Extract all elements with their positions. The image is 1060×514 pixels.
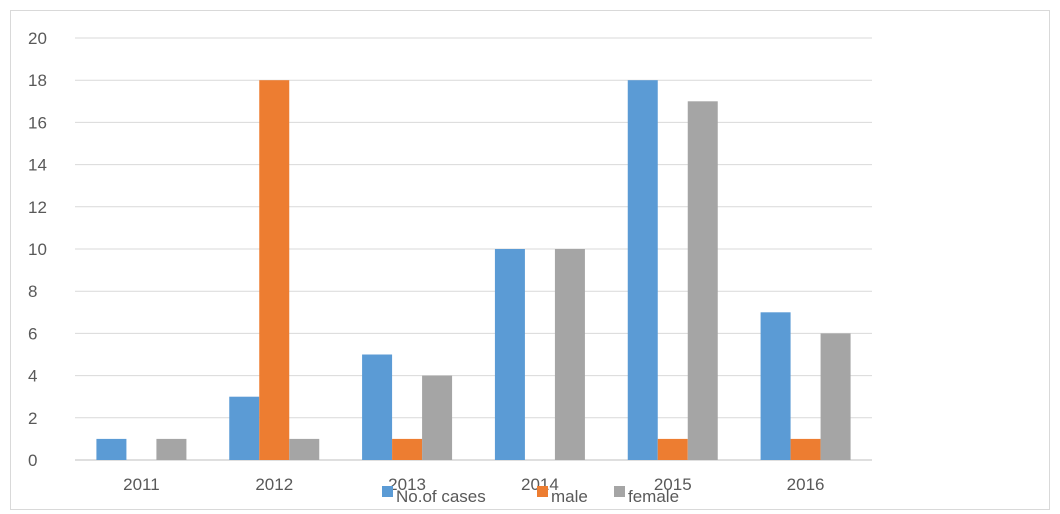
y-tick-label: 18 (28, 71, 47, 90)
y-tick-label: 0 (28, 451, 37, 470)
y-tick-label: 10 (28, 240, 47, 259)
bar-no-of-cases-2016 (760, 312, 791, 460)
bar-male-2012 (259, 80, 290, 460)
x-tick-label: 2014 (521, 475, 559, 494)
bar-no-of-cases-2012 (229, 396, 260, 460)
x-tick-label: 2013 (388, 475, 426, 494)
legend-swatch-no-of-cases (382, 486, 393, 497)
legend-label: female (628, 487, 679, 506)
x-tick-label: 2012 (255, 475, 293, 494)
bar-female-2013 (422, 375, 453, 460)
bar-no-of-cases-2013 (362, 354, 393, 460)
bar-female-2012 (289, 438, 320, 460)
y-tick-label: 14 (28, 156, 47, 175)
bar-no-of-cases-2014 (494, 249, 525, 460)
y-tick-label: 12 (28, 198, 47, 217)
chart-frame (10, 10, 1050, 510)
x-tick-label: 2016 (787, 475, 825, 494)
y-tick-label: 16 (28, 113, 47, 132)
bar-no-of-cases-2011 (96, 438, 127, 460)
bar-male-2013 (392, 438, 423, 460)
y-tick-label: 20 (28, 29, 47, 48)
bar-female-2015 (687, 101, 718, 461)
x-axis-ticks: 2011 2012 2013 2014 2015 2016 (123, 475, 824, 494)
bar-female-2011 (156, 438, 187, 460)
bar-female-2014 (554, 249, 585, 460)
y-tick-label: 8 (28, 282, 37, 301)
x-tick-label: 2011 (123, 475, 160, 494)
legend-label: No.of cases (396, 487, 486, 506)
y-tick-label: 2 (28, 409, 37, 428)
bar-no-of-cases-2015 (627, 80, 658, 460)
y-tick-label: 6 (28, 324, 37, 343)
legend: No.of cases male female (382, 486, 679, 506)
bar-female-2016 (820, 333, 851, 460)
bar-male-2015 (657, 438, 688, 460)
y-axis-ticks: 0 2 4 6 8 10 12 14 16 18 20 (28, 29, 47, 470)
y-tick-label: 4 (28, 367, 37, 386)
gridlines (75, 37, 872, 461)
legend-swatch-male (537, 486, 548, 497)
bar-male-2016 (790, 438, 821, 460)
bars (96, 80, 851, 461)
x-tick-label: 2015 (654, 475, 692, 494)
legend-swatch-female (614, 486, 625, 497)
legend-label: male (551, 487, 588, 506)
